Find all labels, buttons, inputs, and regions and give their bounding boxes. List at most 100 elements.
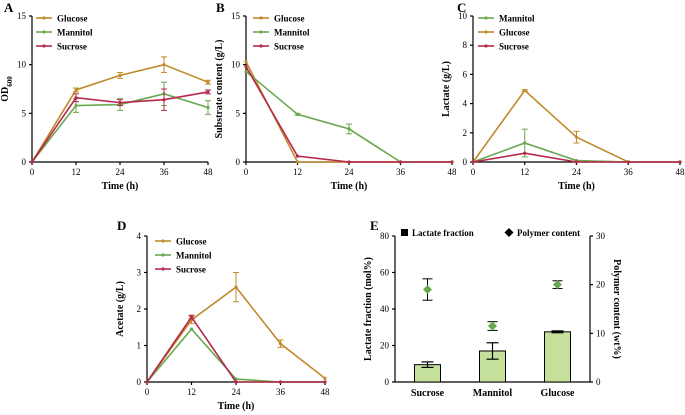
category-label-glucose: Glucose	[541, 388, 575, 399]
x-tick-label: 0	[145, 387, 150, 397]
y-axis-label-a: OD600	[0, 76, 14, 102]
x-axis-label: Time (h)	[218, 401, 255, 412]
y-tick-label: 6	[463, 69, 468, 79]
y-tick-label-right: 0	[596, 377, 601, 387]
legend-label-mannitol: Mannitol	[176, 251, 212, 261]
x-tick-label: 12	[72, 167, 81, 177]
data-point	[295, 160, 300, 164]
legend-diamond-icon	[504, 228, 514, 237]
chart-panel-a: A 0 12 24 36 48 0 5 10 15 Time (h) Glucose Mannitol S…	[4, 0, 213, 192]
x-tick-label: 0	[244, 167, 249, 177]
series-glucose	[471, 88, 682, 164]
data-point	[450, 160, 454, 164]
y-tick-label: 2	[137, 304, 142, 314]
series-mannitol	[244, 69, 454, 164]
x-tick-label: 0	[471, 167, 476, 177]
y-tick-label: 20	[380, 341, 390, 351]
legend-marker	[42, 44, 46, 48]
y-axis-label-b: Substrate content (g/L)	[214, 40, 225, 139]
x-tick-label: 36	[396, 167, 406, 177]
legend-label-sucrose: Sucrose	[499, 42, 529, 52]
series-line-sucrose	[245, 66, 452, 163]
polymer-marker-sucrose	[423, 285, 432, 295]
data-point	[323, 376, 327, 380]
y-tick-label: 0	[137, 377, 142, 387]
bar-glucose	[544, 331, 571, 383]
x-tick-label: 0	[30, 167, 35, 177]
series-line-glucose	[245, 61, 452, 163]
chart-panel-b: B 0 12 24 36 48 0 5 10 15 Time (h) Glucose Mannitol S…	[216, 0, 457, 192]
legend-label-polymer-content: Polymer content	[517, 228, 580, 238]
series-glucose	[145, 272, 327, 384]
x-axis-label: Time (h)	[331, 181, 368, 192]
y-tick-label: 1	[137, 341, 142, 351]
data-point	[206, 80, 210, 84]
legend-marker	[259, 44, 263, 48]
legend-marker	[161, 239, 165, 243]
x-tick-label: 36	[624, 167, 634, 177]
y-tick-label: 4	[137, 231, 142, 241]
y-tick-label: 40	[380, 304, 390, 314]
series-line-glucose	[31, 63, 209, 163]
y-tick-label: 15	[17, 11, 27, 21]
y-axis-label-c: Lactate (g/L)	[441, 61, 452, 117]
x-axis-label: Time (h)	[558, 181, 595, 192]
y-tick-label: 10	[17, 60, 27, 70]
polymer-marker-mannitol	[488, 321, 497, 331]
chart-panel-e: E Lactate fraction Polymer content 0 20 40 60 8…	[363, 218, 622, 399]
y-tick-label: 0	[463, 157, 468, 167]
data-point	[295, 112, 300, 116]
panel-letter-b: B	[216, 0, 225, 15]
x-tick-label: 48	[204, 167, 214, 177]
x-axis-label: Time (h)	[102, 181, 139, 192]
x-tick-label: 24	[572, 167, 582, 177]
x-tick-label: 12	[520, 167, 529, 177]
y-tick-label: 0	[236, 157, 241, 167]
legend-label-sucrose: Sucrose	[57, 42, 87, 52]
y-tick-label: 0	[385, 377, 390, 387]
data-point	[523, 151, 527, 155]
data-point	[574, 160, 579, 164]
series-sucrose	[145, 314, 327, 384]
legend-marker	[484, 44, 488, 48]
legend-label-glucose: Glucose	[499, 28, 530, 38]
data-point	[347, 127, 351, 131]
legend-label-mannitol: Mannitol	[499, 14, 535, 24]
series-sucrose	[471, 151, 682, 164]
y-tick-label: 15	[231, 11, 241, 21]
legend-label-glucose: Glucose	[57, 14, 88, 24]
legend-label-sucrose: Sucrose	[176, 265, 206, 275]
x-tick-label: 24	[345, 167, 355, 177]
x-tick-label: 24	[232, 387, 242, 397]
data-point	[574, 135, 579, 139]
category-glucose: Glucose	[541, 280, 575, 399]
data-point	[145, 380, 149, 384]
data-point	[244, 69, 248, 74]
series-line-mannitol	[245, 70, 452, 163]
y-tick-label: 4	[463, 99, 468, 109]
data-point	[323, 380, 327, 384]
data-point	[523, 88, 527, 93]
data-point	[295, 154, 300, 158]
legend: Glucose Mannitol Sucrose	[253, 14, 310, 52]
data-point	[206, 105, 210, 110]
y-tick-label: 60	[380, 268, 390, 278]
series-mannitol	[145, 327, 327, 384]
data-point	[244, 65, 248, 69]
series-glucose	[244, 60, 454, 164]
legend: Glucose Mannitol Sucrose	[155, 237, 212, 275]
legend-square-icon	[401, 229, 408, 236]
y-tick-label: 5	[22, 108, 27, 118]
data-point	[162, 98, 166, 102]
panel-letter-d: D	[117, 218, 126, 233]
legend-marker	[259, 16, 263, 20]
legend-label-sucrose: Sucrose	[274, 42, 304, 52]
category-mannitol: Mannitol	[473, 321, 512, 399]
legend-marker	[161, 267, 165, 271]
data-point	[278, 380, 283, 384]
data-point	[162, 63, 166, 67]
y-axis-label-right: Polymer content (wt%)	[611, 259, 622, 359]
legend-label-lactate-fraction: Lactate fraction	[412, 228, 474, 238]
legend-label-glucose: Glucose	[274, 14, 305, 24]
